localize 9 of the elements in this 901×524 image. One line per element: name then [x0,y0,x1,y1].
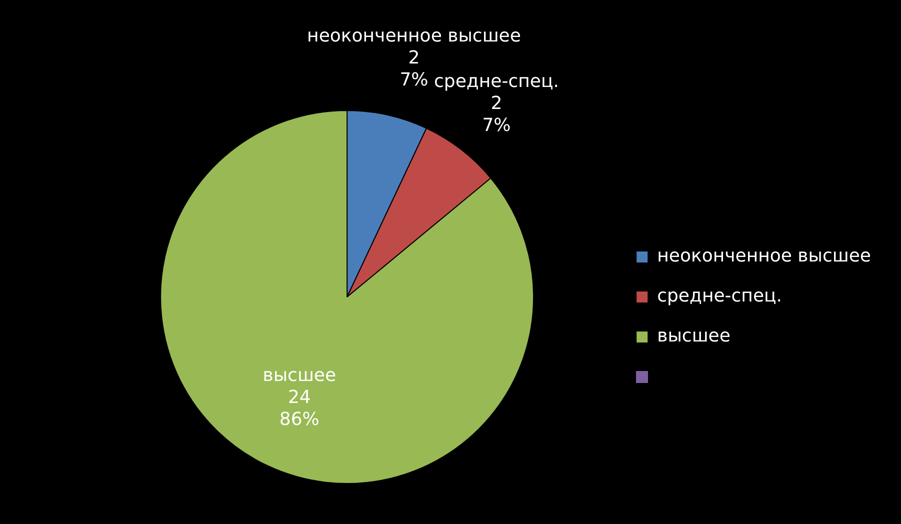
slice-label: средне-спец. [434,71,559,92]
slice-label: неоконченное высшее [307,26,521,47]
data-label: 24 86% [279,386,320,430]
legend-label: средне-спец. [657,286,782,307]
legend-label: высшее [657,326,730,347]
data-label: 2 7% [400,48,428,91]
legend-label: неоконченное высшее [657,246,872,267]
data-label: 2 7% [482,93,511,136]
slice-label: высшее [262,364,336,386]
